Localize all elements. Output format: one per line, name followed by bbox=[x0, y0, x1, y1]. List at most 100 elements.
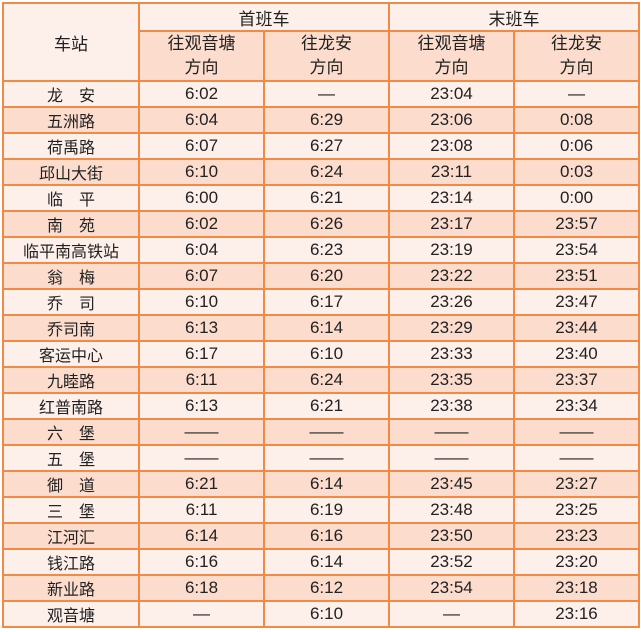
last-to-longan: 23:57 bbox=[513, 210, 640, 238]
last-to-longan: 23:23 bbox=[513, 522, 640, 550]
last-to-guanyintang: 23:38 bbox=[388, 392, 515, 420]
table-row: 荷禹路 6:07 6:27 23:08 0:06 bbox=[2, 132, 640, 160]
first-to-longan: 6:14 bbox=[263, 314, 390, 342]
last-to-guanyintang: — bbox=[388, 600, 515, 628]
last-to-longan: 23:27 bbox=[513, 470, 640, 498]
table-row: 六 堡 —— —— —— —— bbox=[2, 418, 640, 446]
last-to-longan: 0:03 bbox=[513, 158, 640, 186]
table-row: 新业路 6:18 6:12 23:54 23:18 bbox=[2, 574, 640, 602]
first-to-guanyintang: 6:11 bbox=[138, 496, 265, 524]
first-to-guanyintang: 6:11 bbox=[138, 366, 265, 394]
table-row: 邱山大街 6:10 6:24 23:11 0:03 bbox=[2, 158, 640, 186]
first-to-guanyintang: 6:10 bbox=[138, 158, 265, 186]
last-to-longan: 23:20 bbox=[513, 548, 640, 576]
first-to-longan: 6:21 bbox=[263, 184, 390, 212]
first-to-guanyintang: 6:00 bbox=[138, 184, 265, 212]
last-to-guanyintang: 23:33 bbox=[388, 340, 515, 368]
first-to-longan: 6:14 bbox=[263, 470, 390, 498]
first-to-longan: 6:23 bbox=[263, 236, 390, 264]
station-name: 邱山大街 bbox=[2, 158, 140, 186]
first-to-longan: 6:20 bbox=[263, 262, 390, 290]
first-dir-longan: 往龙安 方向 bbox=[263, 30, 390, 82]
first-to-guanyintang: —— bbox=[138, 418, 265, 446]
first-to-guanyintang: 6:02 bbox=[138, 210, 265, 238]
table-row: 九睦路 6:11 6:24 23:35 23:37 bbox=[2, 366, 640, 394]
first-to-longan: —— bbox=[263, 444, 390, 472]
station-name: 红普南路 bbox=[2, 392, 140, 420]
last-to-guanyintang: 23:08 bbox=[388, 132, 515, 160]
first-to-longan: 6:16 bbox=[263, 522, 390, 550]
last-to-longan: —— bbox=[513, 418, 640, 446]
first-to-guanyintang: 6:16 bbox=[138, 548, 265, 576]
last-dir-longan: 往龙安 方向 bbox=[513, 30, 640, 82]
station-name: 临平南高铁站 bbox=[2, 236, 140, 264]
first-to-guanyintang: 6:13 bbox=[138, 392, 265, 420]
last-to-guanyintang: —— bbox=[388, 444, 515, 472]
first-to-longan: 6:10 bbox=[263, 340, 390, 368]
table-row: 五 堡 —— —— —— —— bbox=[2, 444, 640, 472]
first-to-guanyintang: — bbox=[138, 600, 265, 628]
last-to-guanyintang: 23:54 bbox=[388, 574, 515, 602]
last-to-guanyintang: 23:48 bbox=[388, 496, 515, 524]
last-to-longan: 0:06 bbox=[513, 132, 640, 160]
last-to-guanyintang: 23:29 bbox=[388, 314, 515, 342]
station-name: 龙 安 bbox=[2, 80, 140, 108]
last-to-longan: 23:40 bbox=[513, 340, 640, 368]
first-to-longan: 6:24 bbox=[263, 158, 390, 186]
station-name: 观音塘 bbox=[2, 600, 140, 628]
table-row: 南 苑 6:02 6:26 23:17 23:57 bbox=[2, 210, 640, 238]
station-name: 五 堡 bbox=[2, 444, 140, 472]
last-to-guanyintang: 23:04 bbox=[388, 80, 515, 108]
station-name: 江河汇 bbox=[2, 522, 140, 550]
first-to-longan: 6:29 bbox=[263, 106, 390, 134]
last-to-guanyintang: 23:35 bbox=[388, 366, 515, 394]
last-to-guanyintang: 23:26 bbox=[388, 288, 515, 316]
table-row: 三 堡 6:11 6:19 23:48 23:25 bbox=[2, 496, 640, 524]
last-to-guanyintang: 23:11 bbox=[388, 158, 515, 186]
table-row: 龙 安 6:02—23:04— bbox=[2, 80, 640, 108]
station-name: 五洲路 bbox=[2, 106, 140, 134]
last-to-guanyintang: 23:45 bbox=[388, 470, 515, 498]
table-row: 钱江路 6:16 6:14 23:52 23:20 bbox=[2, 548, 640, 576]
first-to-guanyintang: 6:04 bbox=[138, 106, 265, 134]
table-row: 临 平 6:00 6:21 23:14 0:00 bbox=[2, 184, 640, 212]
first-to-guanyintang: 6:21 bbox=[138, 470, 265, 498]
table-row: 客运中心 6:17 6:10 23:33 23:40 bbox=[2, 340, 640, 368]
first-to-guanyintang: 6:18 bbox=[138, 574, 265, 602]
first-to-longan: 6:24 bbox=[263, 366, 390, 394]
station-name: 钱江路 bbox=[2, 548, 140, 576]
station-name: 临 平 bbox=[2, 184, 140, 212]
last-to-longan: 23:44 bbox=[513, 314, 640, 342]
last-to-guanyintang: 23:17 bbox=[388, 210, 515, 238]
station-header: 车站 bbox=[2, 2, 140, 82]
table-row: 乔 司 6:10 6:17 23:26 23:47 bbox=[2, 288, 640, 316]
last-to-longan: —— bbox=[513, 444, 640, 472]
last-to-longan: 23:37 bbox=[513, 366, 640, 394]
last-to-longan: — bbox=[513, 80, 640, 108]
station-name: 三 堡 bbox=[2, 496, 140, 524]
table-row: 五洲路 6:04 6:29 23:06 0:08 bbox=[2, 106, 640, 134]
table-row: 乔司南 6:13 6:14 23:29 23:44 bbox=[2, 314, 640, 342]
last-to-longan: 0:08 bbox=[513, 106, 640, 134]
first-to-guanyintang: 6:04 bbox=[138, 236, 265, 264]
last-to-longan: 23:34 bbox=[513, 392, 640, 420]
table-row: 观音塘 —6:10—23:16 bbox=[2, 600, 640, 628]
first-to-guanyintang: 6:07 bbox=[138, 262, 265, 290]
first-to-guanyintang: 6:02 bbox=[138, 80, 265, 108]
station-name: 翁 梅 bbox=[2, 262, 140, 290]
station-name: 乔 司 bbox=[2, 288, 140, 316]
last-to-longan: 23:25 bbox=[513, 496, 640, 524]
table-row: 江河汇 6:14 6:16 23:50 23:23 bbox=[2, 522, 640, 550]
first-to-longan: 6:14 bbox=[263, 548, 390, 576]
last-to-longan: 23:51 bbox=[513, 262, 640, 290]
first-to-guanyintang: 6:13 bbox=[138, 314, 265, 342]
last-to-guanyintang: 23:14 bbox=[388, 184, 515, 212]
table-row: 临平南高铁站 6:04 6:23 23:19 23:54 bbox=[2, 236, 640, 264]
station-name: 六 堡 bbox=[2, 418, 140, 446]
first-dir-guanyintang: 往观音塘 方向 bbox=[138, 30, 265, 82]
last-to-longan: 23:54 bbox=[513, 236, 640, 264]
first-to-longan: 6:10 bbox=[263, 600, 390, 628]
first-to-longan: 6:17 bbox=[263, 288, 390, 316]
first-to-guanyintang: 6:10 bbox=[138, 288, 265, 316]
